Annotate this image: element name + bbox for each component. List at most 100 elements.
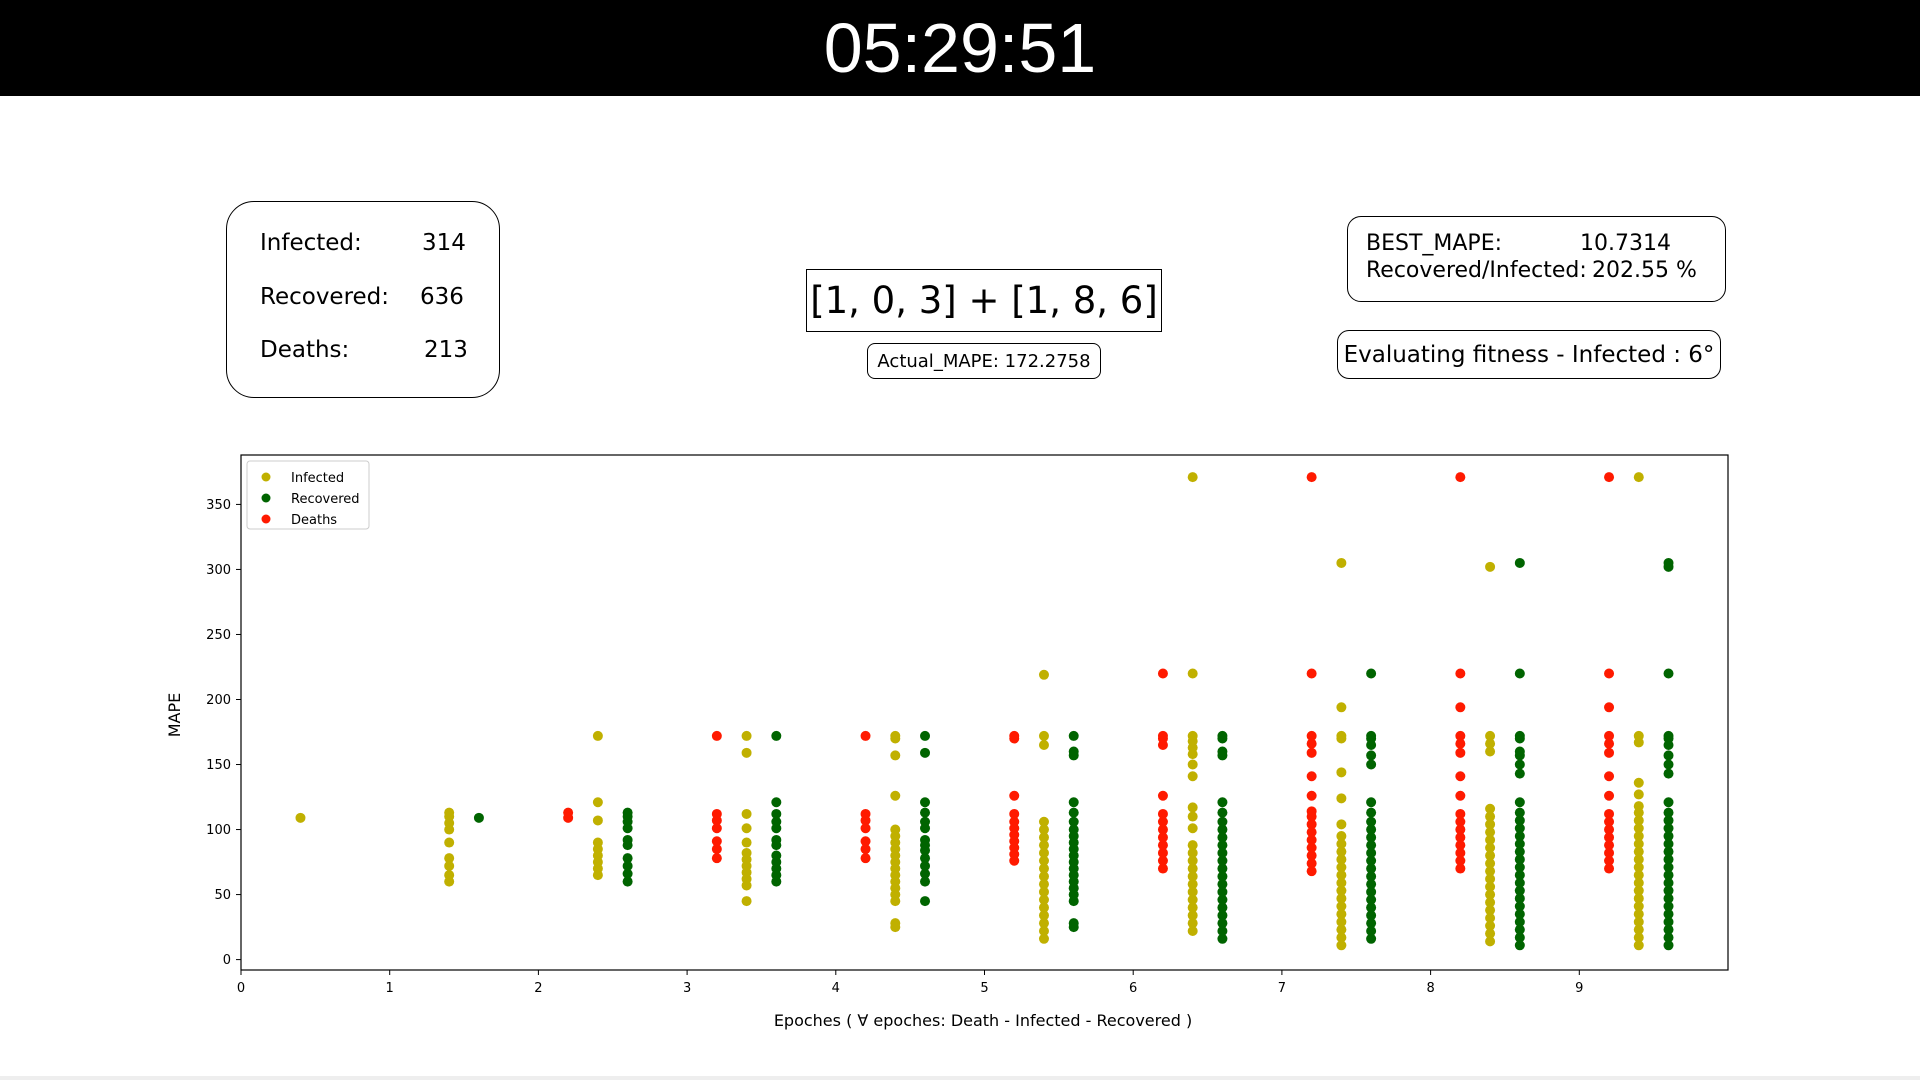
recovered-point — [1217, 871, 1228, 882]
recovered-point — [1217, 816, 1228, 827]
recovered-point — [771, 797, 782, 808]
infected-point — [1485, 803, 1496, 814]
infected-point — [1633, 893, 1644, 904]
y-tick-label: 150 — [206, 758, 231, 773]
infected-point — [1038, 918, 1049, 929]
infected-point — [1038, 886, 1049, 897]
infected-point — [1187, 925, 1198, 936]
recovered-point — [1366, 730, 1377, 741]
bottom-divider — [0, 1076, 1920, 1080]
ratio-label: Recovered/Infected: — [1366, 258, 1587, 283]
top-bar: 05:29:51 — [0, 0, 1920, 96]
y-tick-label: 300 — [206, 563, 231, 578]
deaths-point — [1604, 840, 1615, 851]
deaths-point — [1604, 702, 1615, 713]
recovered-point — [1514, 846, 1525, 857]
recovered-point — [1217, 847, 1228, 858]
infected-point — [1187, 886, 1198, 897]
best-mape-panel: BEST_MAPE: 10.7314 Recovered/Infected: 2… — [1347, 216, 1726, 302]
recovered-point — [1366, 759, 1377, 770]
deaths-legend-marker — [261, 514, 271, 524]
recovered-point — [1366, 816, 1377, 827]
deaths-point — [711, 808, 722, 819]
deaths-point — [1604, 771, 1615, 782]
recovered-point — [1068, 918, 1079, 929]
infected-point — [1485, 897, 1496, 908]
y-tick-label: 200 — [206, 693, 231, 708]
deaths-point — [1009, 816, 1020, 827]
infected-point — [1336, 854, 1347, 865]
recovered-point — [1217, 840, 1228, 851]
infected-point — [1187, 871, 1198, 882]
deaths-point — [1306, 668, 1317, 679]
recovered-legend-label: Recovered — [291, 492, 360, 507]
recovered-point — [920, 747, 931, 758]
recovered-point — [771, 730, 782, 741]
infected-point — [1187, 730, 1198, 741]
deaths-point — [1306, 858, 1317, 869]
infected-point — [592, 730, 603, 741]
infected-point — [1485, 834, 1496, 845]
recovered-point — [1514, 759, 1525, 770]
recovered-point — [1514, 885, 1525, 896]
infected-point — [1336, 819, 1347, 830]
recovered-point — [473, 812, 484, 823]
deaths-point — [1157, 668, 1168, 679]
recovered-point — [1514, 862, 1525, 873]
deaths-point — [860, 836, 871, 847]
recovered-point — [1663, 831, 1674, 842]
deaths-point — [1604, 730, 1615, 741]
infected-point — [1633, 909, 1644, 920]
deaths-point — [711, 853, 722, 864]
deaths-point — [711, 730, 722, 741]
recovered-point — [1366, 918, 1377, 929]
recovered-point — [1514, 924, 1525, 935]
deaths-point — [1455, 808, 1466, 819]
infected-point — [741, 823, 752, 834]
infected-point — [1633, 472, 1644, 483]
recovered-point — [1514, 730, 1525, 741]
recovered-point — [1217, 933, 1228, 944]
infected-point — [1336, 870, 1347, 881]
infected-point — [1038, 855, 1049, 866]
deaths-point — [1306, 771, 1317, 782]
infected-point — [1038, 933, 1049, 944]
recovered-point — [622, 876, 633, 887]
recovered-point — [1514, 807, 1525, 818]
recovered-point — [1514, 854, 1525, 865]
deaths-point — [1604, 816, 1615, 827]
recovered-point — [1366, 933, 1377, 944]
recovered-point — [1663, 854, 1674, 865]
deaths-point — [1604, 824, 1615, 835]
infected-point — [890, 918, 901, 929]
infected-point — [1038, 910, 1049, 921]
y-tick-label: 100 — [206, 823, 231, 838]
infected-point — [1336, 877, 1347, 888]
infected-point — [444, 870, 455, 881]
legend-frame — [246, 460, 370, 530]
recovered-point — [1663, 901, 1674, 912]
infected-point — [890, 790, 901, 801]
deaths-point — [1604, 863, 1615, 874]
infected-point — [1336, 838, 1347, 849]
infected-point — [1485, 881, 1496, 892]
recovered-point — [1217, 807, 1228, 818]
infected-point — [1187, 472, 1198, 483]
deaths-point — [1306, 790, 1317, 801]
infected-point — [1633, 838, 1644, 849]
recovered-point — [1663, 815, 1674, 826]
infected-point — [1038, 925, 1049, 936]
infected-point — [1633, 901, 1644, 912]
infected-point — [741, 847, 752, 858]
infected-point — [1633, 862, 1644, 873]
recovered-point — [1217, 879, 1228, 890]
recovered-point — [1663, 768, 1674, 779]
recovered-point — [771, 834, 782, 845]
best-mape-value: 10.7314 — [1580, 231, 1671, 256]
infected-point — [1038, 730, 1049, 741]
x-tick-label: 0 — [237, 981, 245, 996]
infected-point — [741, 808, 752, 819]
recovered-point — [1217, 824, 1228, 835]
infected-point — [1038, 669, 1049, 680]
infected-point — [890, 730, 901, 741]
